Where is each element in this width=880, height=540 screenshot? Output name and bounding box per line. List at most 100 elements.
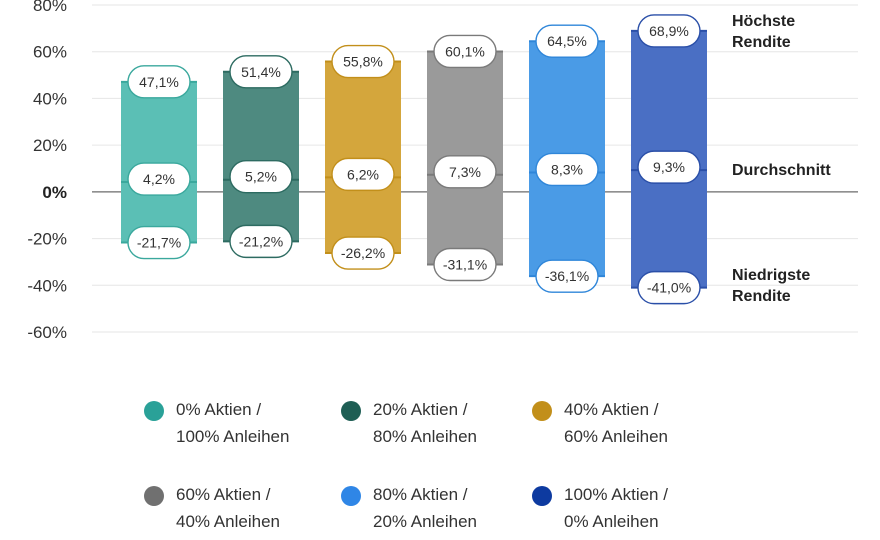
data-label: 9,3%: [637, 150, 701, 184]
range-bar: [325, 61, 401, 254]
range-bar: [121, 81, 197, 243]
y-tick-label: 0%: [42, 183, 67, 202]
legend-item: 40% Aktien / 60% Anleihen: [532, 399, 668, 450]
data-label-text: 68,9%: [649, 23, 689, 39]
legend-label-line: 0% Anleihen: [564, 512, 659, 531]
data-label-text: 60,1%: [445, 43, 485, 59]
legend-label-line: 40% Aktien /: [564, 400, 659, 419]
y-tick-label: 80%: [33, 0, 67, 15]
data-label: -21,2%: [229, 224, 293, 259]
legend-swatch: [144, 401, 164, 421]
data-label-text: -41,0%: [647, 280, 691, 296]
y-tick-label: -40%: [27, 276, 67, 295]
data-label-pill: [433, 247, 497, 282]
data-label-text: -21,7%: [137, 235, 181, 251]
legend-label: 40% Aktien / 60% Anleihen: [564, 396, 668, 450]
data-label: -31,1%: [433, 247, 497, 282]
data-label-pill: [535, 24, 599, 58]
legend-item: 0% Aktien / 100% Anleihen: [144, 399, 289, 450]
data-label-text: 4,2%: [143, 171, 175, 187]
legend-item: 60% Aktien / 40% Anleihen: [144, 484, 280, 535]
data-label: 6,2%: [331, 157, 395, 192]
legend-swatch: [532, 486, 552, 506]
data-label-pill: [229, 224, 293, 259]
data-label-pill: [331, 157, 395, 192]
legend-label-line: 100% Aktien /: [564, 485, 668, 504]
legend-label-line: 80% Aktien /: [373, 485, 468, 504]
data-label-pill: [127, 162, 191, 196]
legend-label-line: 20% Aktien /: [373, 400, 468, 419]
data-label: -21,7%: [127, 225, 191, 260]
side-label-min: Rendite: [732, 288, 791, 305]
data-label-text: 7,3%: [449, 164, 481, 180]
data-label-text: -31,1%: [443, 256, 487, 272]
data-label-pill: [127, 65, 191, 99]
data-label-pill: [229, 160, 293, 194]
data-label-pill: [433, 155, 497, 189]
data-label: -36,1%: [535, 259, 599, 293]
legend-label: 60% Aktien / 40% Anleihen: [176, 481, 280, 535]
legend-label: 80% Aktien / 20% Anleihen: [373, 481, 477, 535]
legend-item: 80% Aktien / 20% Anleihen: [341, 484, 477, 535]
data-label-text: 5,2%: [245, 169, 277, 185]
data-label-text: 64,5%: [547, 33, 587, 49]
legend-label-line: 60% Aktien /: [176, 485, 271, 504]
legend-label: 0% Aktien / 100% Anleihen: [176, 396, 289, 450]
data-label: 60,1%: [433, 34, 497, 69]
data-label: -26,2%: [331, 236, 395, 270]
side-label-max: Rendite: [732, 34, 791, 51]
data-label-text: 6,2%: [347, 166, 379, 182]
legend-label: 20% Aktien / 80% Anleihen: [373, 396, 477, 450]
data-label-pill: [637, 150, 701, 184]
y-tick-label: 20%: [33, 136, 67, 155]
legend-swatch: [144, 486, 164, 506]
data-label-pill: [229, 55, 293, 89]
y-tick-label: -20%: [27, 230, 67, 249]
side-label-max: Höchste: [732, 13, 795, 30]
side-label-min: Niedrigste: [732, 267, 810, 284]
data-label-pill: [637, 14, 701, 48]
legend-label-line: 40% Anleihen: [176, 512, 280, 531]
data-label-pill: [535, 259, 599, 293]
data-label: 51,4%: [229, 55, 293, 89]
range-bar: [223, 71, 299, 242]
data-label: 47,1%: [127, 65, 191, 99]
legend-label-line: 80% Anleihen: [373, 427, 477, 446]
data-label-pill: [331, 236, 395, 270]
data-label-text: -36,1%: [545, 268, 589, 284]
data-label-pill: [127, 225, 191, 260]
data-label-text: 8,3%: [551, 161, 583, 177]
data-label: 55,8%: [331, 44, 395, 79]
legend-swatch: [341, 486, 361, 506]
data-label: 8,3%: [535, 152, 599, 187]
legend-label: 100% Aktien / 0% Anleihen: [564, 481, 668, 535]
data-label-text: 51,4%: [241, 64, 281, 80]
data-label-pill: [637, 270, 701, 305]
legend-label-line: 60% Anleihen: [564, 427, 668, 446]
data-label-pill: [331, 44, 395, 79]
legend-label-line: 20% Anleihen: [373, 512, 477, 531]
y-tick-label: 40%: [33, 89, 67, 108]
data-label: 68,9%: [637, 14, 701, 48]
legend-swatch: [341, 401, 361, 421]
legend-item: 100% Aktien / 0% Anleihen: [532, 484, 668, 535]
data-label: 64,5%: [535, 24, 599, 58]
data-label: 5,2%: [229, 160, 293, 194]
legend-label-line: 100% Anleihen: [176, 427, 290, 446]
legend-label-line: 0% Aktien /: [176, 400, 262, 419]
legend-item: 20% Aktien / 80% Anleihen: [341, 399, 477, 450]
y-tick-label: 60%: [33, 43, 67, 62]
legend-swatch: [532, 401, 552, 421]
side-label-avg: Durchschnitt: [732, 162, 831, 179]
data-label-text: 55,8%: [343, 54, 383, 70]
data-label-text: -21,2%: [239, 233, 283, 249]
data-label-text: 9,3%: [653, 159, 685, 175]
data-label-text: 47,1%: [139, 74, 179, 90]
data-label-text: -26,2%: [341, 245, 385, 261]
data-label-pill: [433, 34, 497, 69]
data-label: 4,2%: [127, 162, 191, 196]
data-label: 7,3%: [433, 155, 497, 189]
data-label-pill: [535, 152, 599, 187]
